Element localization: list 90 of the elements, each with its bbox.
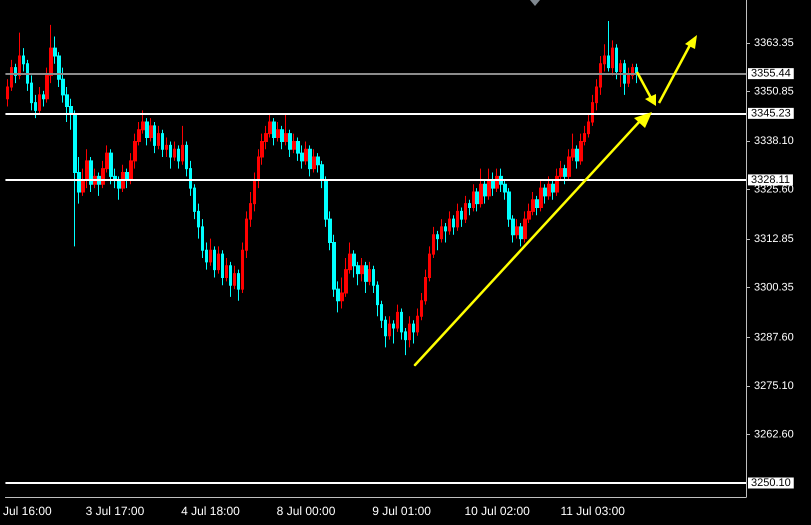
candlestick [181,125,184,166]
x-tick-label: 9 Jul 01:00 [372,504,432,518]
candlestick [396,304,399,332]
candlestick [543,184,547,204]
candlestick [177,144,180,170]
candlestick [440,218,443,243]
candlestick [288,129,292,158]
x-tick-label: Jul 16:00 [2,504,52,518]
y-tick-label: 3350.85 [754,86,794,98]
candlestick [539,180,543,212]
candlestick [304,140,308,166]
y-tick-label: 3325.60 [754,184,794,196]
candlestick [412,320,415,344]
candlestick [487,168,491,200]
candlestick [161,129,164,158]
candlestick [472,184,475,212]
y-tick-label: 3363.35 [754,36,794,49]
candlestick [615,44,618,80]
candlestick [392,320,395,344]
candlestick [483,180,487,204]
candlestick [360,258,364,282]
ref-line-label: 3355.44 [751,68,791,80]
candlestick [272,118,276,146]
candlestick [575,144,579,170]
candlestick [276,122,280,142]
candlestick [284,114,288,146]
candlestick [364,261,368,294]
candlestick [153,122,156,154]
x-tick-label: 11 Jul 03:00 [560,504,626,518]
candlestick [519,222,523,247]
candlestick [38,86,41,115]
candlestick [109,148,113,185]
ref-line-label: 3250.10 [751,477,791,490]
candlestick [237,269,240,302]
candlestick [213,246,216,278]
candlestick [460,207,463,228]
candlestick [165,137,168,158]
x-tick-label: 3 Jul 17:00 [86,504,145,518]
candlestick [515,218,519,240]
candlestick [607,20,610,72]
candlestick [619,59,622,88]
candlestick [479,168,483,208]
candlestick [551,180,555,200]
y-tick-label: 3262.60 [754,428,794,440]
candlestick [436,230,439,251]
candlestick [475,188,479,212]
candlestick [169,140,172,170]
candlestick [233,265,236,290]
candlestick [547,176,551,200]
candlestick [229,261,232,298]
x-tick-label: 4 Jul 18:00 [181,504,240,518]
candlestick [149,118,153,142]
y-tick-label: 3338.10 [754,135,794,148]
candlestick [452,214,455,236]
y-tick-label: 3312.85 [754,233,794,246]
ref-line-label: 3345.23 [751,107,791,120]
candlestick [225,258,228,282]
candlestick [491,172,495,196]
candlestick [157,125,160,150]
candlestick [563,164,567,185]
x-tick-label: 8 Jul 00:00 [276,504,336,518]
candlestick [209,238,212,266]
candlestick [18,32,21,80]
y-tick-label: 3275.10 [754,380,794,392]
candlestick [627,67,630,88]
candlestick [408,316,411,348]
x-tick-label: 10 Jul 02:00 [464,504,530,518]
candlestick [368,261,371,286]
candlestick [535,195,539,216]
candlestick [42,90,45,107]
candlestick [173,140,176,162]
ref-line-label: 3328.11 [751,174,790,186]
candlestick [456,203,459,232]
y-tick-label: 3287.60 [754,331,794,344]
candlestick [217,246,220,274]
candlestick [388,316,391,340]
candlestick [623,59,626,96]
candlestick [89,156,93,192]
candlestick [611,40,614,76]
candlestick [448,210,451,236]
candlestick [312,148,316,174]
candlestick [280,125,284,150]
candlestick [308,144,312,177]
candlestick [444,222,447,243]
candlestick [464,195,467,224]
candlestick [468,199,471,216]
y-tick-label: 3300.35 [754,282,794,294]
candlestick [145,118,149,146]
candlestick [292,133,296,154]
candlestick [221,250,224,286]
